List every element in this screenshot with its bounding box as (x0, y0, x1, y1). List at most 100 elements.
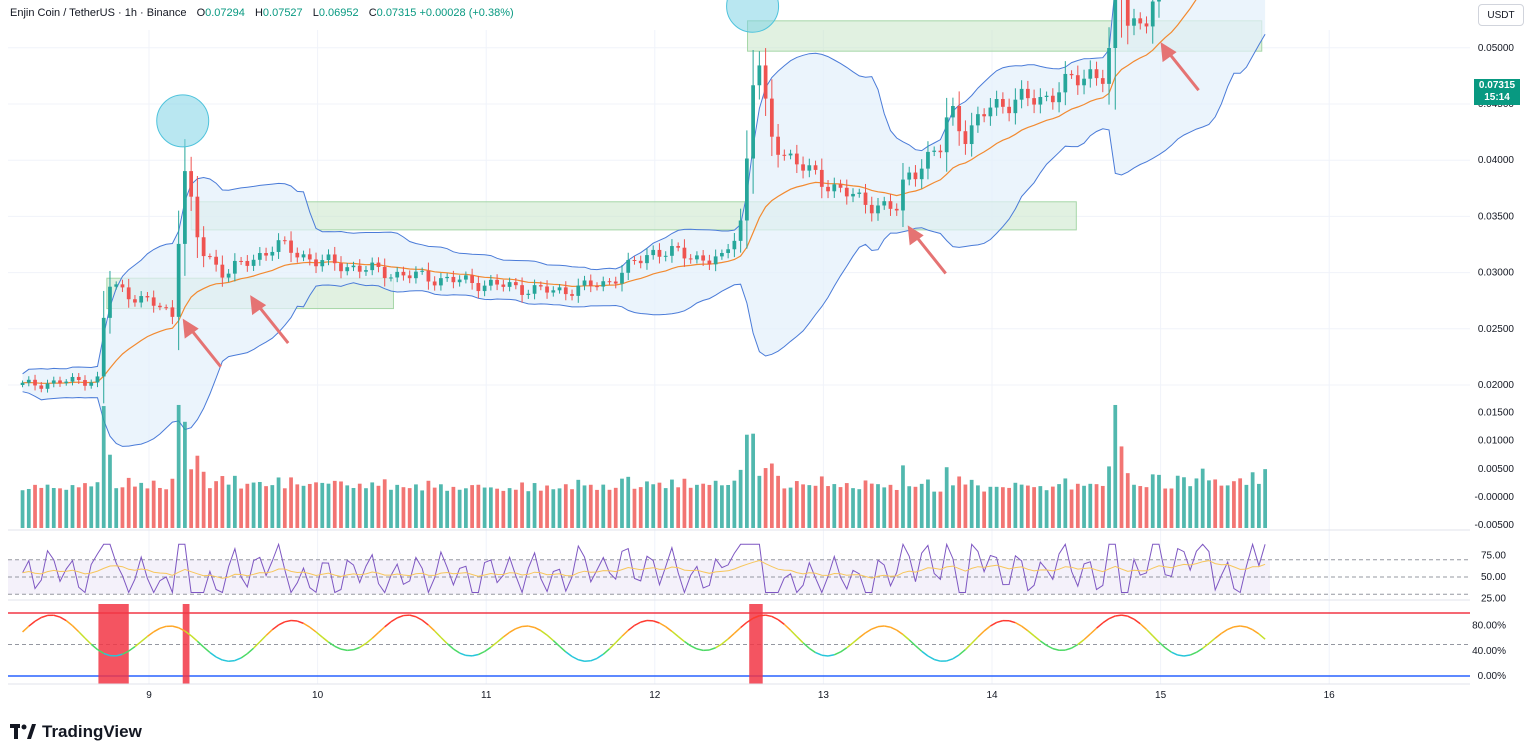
osc-segment-41 (271, 624, 280, 631)
candle-body-141 (901, 179, 905, 211)
volume-bars (20, 404, 1268, 529)
volume-bar-31 (214, 481, 218, 529)
volume-bar-67 (439, 484, 443, 529)
volume-bar-8 (70, 485, 75, 529)
osc-segment-14 (103, 652, 111, 657)
candle-body-23 (164, 307, 169, 309)
osc-segment-54 (353, 646, 361, 651)
osc-segment-56 (365, 637, 373, 645)
volume-bar-188 (1194, 478, 1199, 529)
volume-bar-20 (145, 488, 150, 529)
osc-segment-67 (434, 630, 442, 638)
candle-body-32 (220, 264, 225, 278)
candle-body-123 (788, 153, 793, 156)
osc-segment-19 (134, 640, 142, 648)
candle-body-2 (33, 379, 37, 386)
volume-bar-99 (638, 487, 643, 529)
osc-segment-166 (1052, 647, 1060, 651)
osc-segment-156 (990, 621, 998, 627)
candle-body-174 (1107, 48, 1111, 84)
candle-body-128 (819, 169, 824, 187)
volume-bar-39 (264, 486, 268, 529)
osc-segment-10 (78, 631, 86, 639)
currency-selector[interactable]: USDT (1478, 4, 1524, 26)
tradingview-logo[interactable]: TradingView (10, 722, 142, 742)
osc-segment-98 (627, 624, 635, 631)
osc-segment-71 (459, 652, 467, 657)
candle-body-140 (894, 208, 899, 211)
bollinger-lower (22, 33, 1266, 447)
volume-bar-152 (969, 479, 974, 529)
osc-segment-9 (71, 625, 80, 633)
osc-segment-168 (1065, 647, 1072, 651)
volume-bar-66 (432, 487, 437, 529)
osc-segment-184 (1164, 647, 1172, 653)
osc-segment-154 (977, 630, 985, 638)
candle-body-131 (838, 184, 843, 188)
volume-bar-2 (33, 484, 37, 529)
osc-segment-141 (896, 629, 904, 636)
osc-segment-21 (146, 631, 155, 638)
candle-body-9 (76, 376, 81, 381)
volume-bar-1 (26, 488, 31, 529)
osc-segment-174 (1102, 618, 1110, 624)
candle-body-11 (89, 382, 94, 386)
volume-bar-27 (189, 469, 194, 529)
osc-segment-57 (371, 632, 379, 639)
volume-bar-158 (1007, 487, 1011, 529)
osc-segment-161 (1021, 625, 1029, 632)
candle-body-170 (1082, 78, 1086, 86)
price-tick-10: 0.02500 (1478, 324, 1515, 335)
volume-bar-197 (1250, 472, 1255, 529)
volume-bar-101 (651, 484, 656, 529)
volume-bar-121 (776, 475, 780, 529)
volume-bar-157 (1001, 487, 1005, 529)
osc-segment-107 (684, 640, 692, 647)
osc-segment-75 (484, 646, 492, 653)
volume-bar-112 (720, 485, 724, 529)
rsi-pane (8, 542, 1470, 595)
osc-segment-176 (1115, 614, 1122, 617)
candle-body-35 (239, 260, 243, 262)
volume-bar-179 (1138, 486, 1143, 529)
osc-segment-120 (765, 614, 773, 618)
volume-bar-115 (738, 469, 743, 529)
candle-body-99 (638, 260, 643, 264)
candle-body-101 (651, 249, 656, 256)
candle-body-127 (813, 165, 818, 170)
volume-bar-32 (220, 476, 225, 529)
osc-segment-157 (996, 619, 1004, 624)
volume-bar-102 (657, 482, 662, 529)
last-price-value: 0.07315 (1478, 80, 1516, 91)
arrow-head-2 (907, 225, 924, 246)
osc-segment-188 (1189, 651, 1197, 656)
volume-bar-100 (645, 481, 649, 529)
volume-bar-92 (595, 489, 599, 529)
volume-bar-105 (676, 487, 681, 529)
volume-bar-108 (695, 484, 699, 529)
osc-tick-0: 80.00% (1472, 621, 1506, 632)
volume-bar-173 (1100, 485, 1105, 529)
candle-body-53 (351, 265, 356, 268)
volume-bar-89 (576, 479, 581, 529)
osc-segment-153 (971, 636, 979, 644)
candle-body-70 (457, 279, 462, 283)
candle-body-152 (969, 125, 974, 145)
osc-segment-92 (590, 657, 598, 662)
candle-body-92 (595, 286, 599, 288)
ema-line (22, 0, 1197, 384)
candle-body-52 (345, 267, 350, 272)
osc-segment-126 (802, 642, 810, 649)
osc-segment-164 (1039, 640, 1048, 647)
volume-bar-154 (982, 491, 987, 529)
osc-segment-169 (1071, 643, 1079, 649)
candle-body-93 (601, 281, 606, 287)
candle-body-120 (769, 98, 774, 137)
osc-segment-52 (340, 648, 348, 652)
volume-bar-126 (807, 485, 812, 529)
osc-segment-180 (1139, 623, 1148, 631)
candle-body-22 (158, 305, 162, 308)
osc-segment-152 (964, 642, 973, 651)
volume-bar-19 (139, 482, 144, 529)
